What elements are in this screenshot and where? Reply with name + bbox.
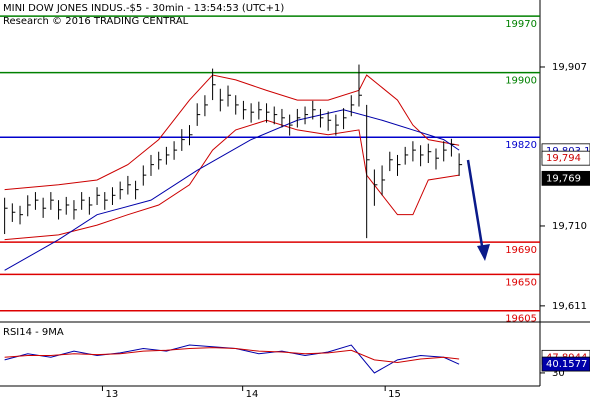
chart-title: MINI DOW JONES INDUS.-$5 - 30min - 13:54… xyxy=(3,3,284,14)
y-tick-label: 19,611 xyxy=(552,301,587,312)
x-tick-label: 15 xyxy=(388,389,401,400)
y-tick-label: 19,710 xyxy=(552,221,587,232)
level-label: 19820 xyxy=(505,140,537,151)
indicator-line xyxy=(4,74,460,191)
rsi-tick-label: 30 xyxy=(552,368,565,379)
indicator-line xyxy=(4,109,460,271)
level-label: 19605 xyxy=(505,314,537,325)
chart-subtitle: Research © 2016 TRADING CENTRAL xyxy=(3,16,189,27)
x-tick-label: 13 xyxy=(105,389,118,400)
rsi-label: 40.1577 xyxy=(546,359,587,370)
rsi-label-box xyxy=(541,356,590,372)
price-label-box xyxy=(541,150,590,166)
forecast-arrow xyxy=(466,159,485,253)
price-label: 19,769 xyxy=(546,173,581,184)
level-label: 19690 xyxy=(505,245,537,256)
rsi-line xyxy=(4,347,460,363)
level-label: 19650 xyxy=(505,277,537,288)
price-label: 19,794 xyxy=(546,153,581,164)
marks: 19,907 19,710 19,611 13 14 15 19970 19900 19820 1… xyxy=(0,15,590,400)
level-label: 19970 xyxy=(505,19,537,30)
y-tick-label: 19,907 xyxy=(552,62,587,73)
rsi-title: RSI14 - 9MA xyxy=(3,327,64,338)
price-label-box xyxy=(541,170,590,186)
level-label: 19900 xyxy=(505,76,537,87)
x-tick-label: 14 xyxy=(246,389,259,400)
forecast-arrow-head xyxy=(477,244,490,261)
